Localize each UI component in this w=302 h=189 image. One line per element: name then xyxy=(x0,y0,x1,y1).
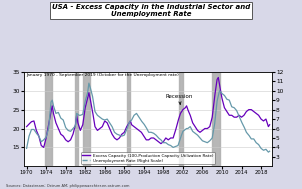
Bar xyxy=(76,72,78,166)
Bar xyxy=(127,72,130,166)
Text: Recession: Recession xyxy=(166,94,193,104)
Bar xyxy=(212,72,220,166)
Bar xyxy=(83,72,90,166)
Bar xyxy=(45,72,52,166)
Text: USA - Excess Capacity in the Industrial Sector and
Unemployment Rate: USA - Excess Capacity in the Industrial … xyxy=(52,4,250,17)
Text: January 1970 - September 2019 (October for the Unemployment rate): January 1970 - September 2019 (October f… xyxy=(27,73,179,77)
Legend: Excess Capacity (100-Production Capacity Utilization Rate), Unemployment Rate (R: Excess Capacity (100-Production Capacity… xyxy=(81,152,215,164)
Bar xyxy=(179,72,182,166)
Text: Sources: Datastream; Ostrum AM; philippewaechter.en.ostrum.com: Sources: Datastream; Ostrum AM; philippe… xyxy=(6,184,130,188)
